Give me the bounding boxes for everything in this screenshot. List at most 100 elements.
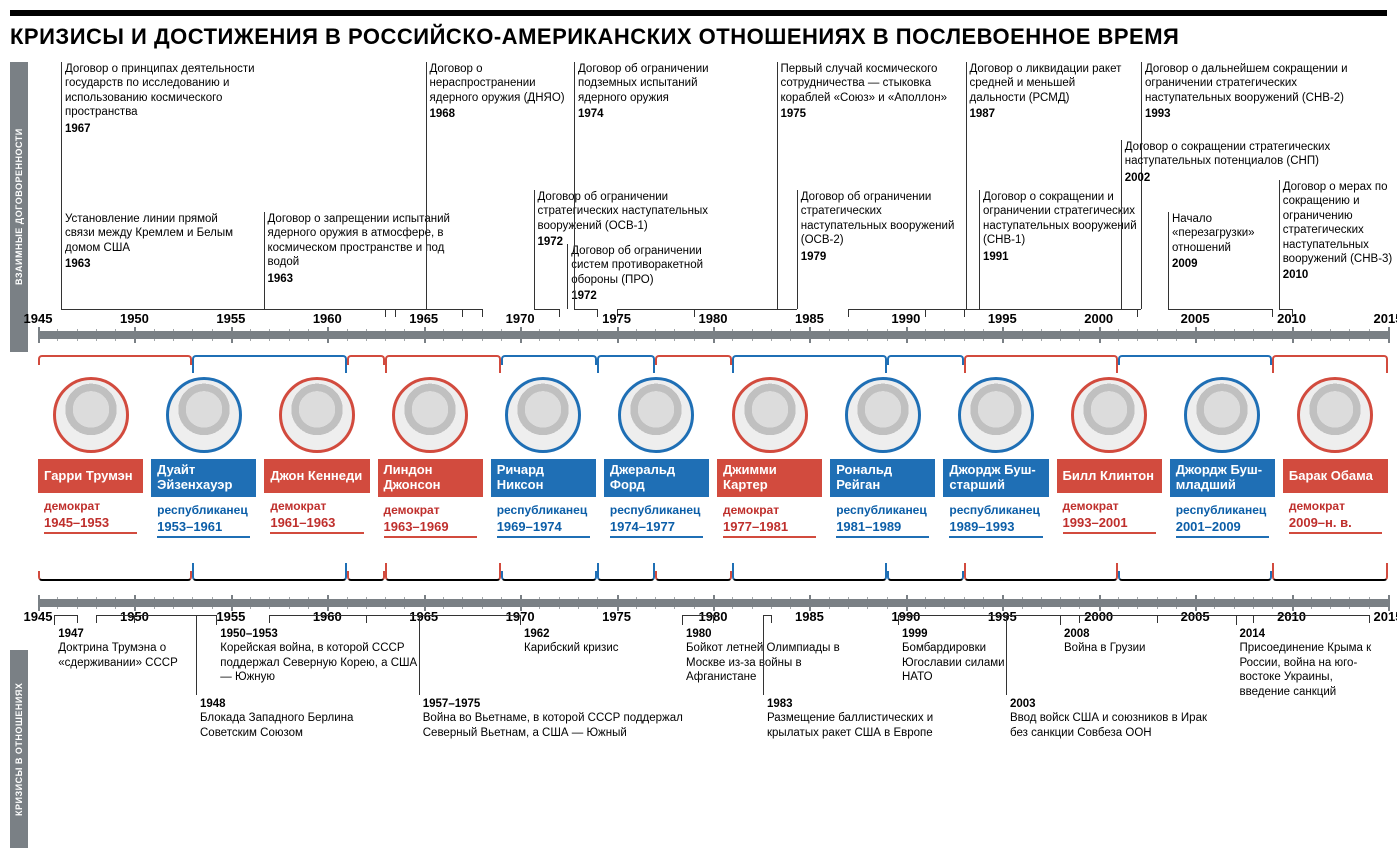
axis-tick-minor: [752, 329, 753, 341]
page-title: КРИЗИСЫ И ДОСТИЖЕНИЯ В РОССИЙСКО-АМЕРИКА…: [10, 24, 1387, 50]
term-bracket: [501, 355, 597, 365]
axis-tick-minor: [829, 329, 830, 341]
axis-tick-minor: [1022, 329, 1023, 341]
leader-line: [1253, 615, 1254, 623]
axis-tick-major: [1388, 327, 1390, 343]
event-text: Установление линии прямой связи между Кр…: [65, 212, 245, 255]
term-bracket: [192, 355, 346, 373]
leader-line: [979, 190, 980, 309]
term-bracket: [887, 571, 964, 581]
event-text: Размещение баллистических и крылатых рак…: [767, 711, 957, 740]
event-year: 1983: [767, 697, 957, 711]
infographic: ВЗАИМНЫЕ ДОГОВОРЕННОСТИ КРИЗИСЫ В ОТНОШЕ…: [10, 62, 1387, 775]
event-year: 1950–1953: [220, 627, 420, 641]
event-text: Карибский кризис: [524, 641, 644, 655]
leader-line: [777, 62, 778, 309]
axis-tick-major: [1195, 327, 1197, 343]
axis-tick-minor: [1079, 329, 1080, 341]
crisis-missiles83: 1983Размещение баллистических и крылатых…: [767, 695, 957, 740]
president-card: Билл Клинтондемократ1993–2001: [1057, 377, 1162, 542]
axis-tick-minor: [173, 597, 174, 609]
axis-tick-label: 2000: [1084, 311, 1113, 326]
leader-line: [395, 309, 396, 317]
leader-line: [462, 309, 463, 317]
treaties-events: Установление линии прямой связи между Кр…: [38, 62, 1388, 317]
party-label: демократ: [270, 499, 363, 513]
portrait-icon: [166, 377, 242, 453]
event-year: 1962: [524, 627, 644, 641]
leader-line: [898, 615, 899, 625]
portrait-icon: [732, 377, 808, 453]
event-text: Договор о принципах деятельности государ…: [65, 62, 265, 120]
event-text: Начало «перезагрузки» отношений: [1172, 212, 1287, 255]
axis-tick-label: 2010: [1277, 311, 1306, 326]
axis-tick-minor: [501, 597, 502, 609]
term-bracket: [732, 355, 886, 373]
term-bracket: [597, 355, 655, 373]
treaty-hotline: Установление линии прямой связи между Кр…: [65, 212, 245, 272]
axis-tick-minor: [964, 329, 965, 341]
term-bracket: [655, 355, 732, 365]
event-year: 1963: [65, 257, 245, 271]
axis-tick-minor: [1157, 597, 1158, 609]
portrait-icon: [505, 377, 581, 453]
leader-line: [694, 309, 695, 317]
event-text: Договор о сокращении стратегических наст…: [1125, 140, 1345, 169]
leader-line: [264, 212, 265, 309]
crisis-georgia: 2008Война в Грузии: [1064, 625, 1184, 656]
axis-tick-minor: [154, 597, 155, 609]
leader-line: [713, 615, 714, 623]
term-years: 1963–1969: [384, 519, 477, 538]
president-name: Ричард Никсон: [491, 459, 596, 497]
leader-line: [1279, 180, 1280, 309]
crisis-yugoslavia: 1999Бомбардировки Югославии силами НАТО: [902, 625, 1022, 685]
leader-line: [597, 309, 598, 317]
president-name: Дуайт Эйзенхауэр: [151, 459, 256, 497]
event-year: 2010: [1283, 268, 1393, 282]
leader-line: [534, 309, 559, 310]
crisis-cuba: 1962Карибский кризис: [524, 625, 644, 656]
axis-tick-minor: [1157, 329, 1158, 341]
leader-line: [1168, 212, 1169, 309]
presidents-row: Гарри Трумэндемократ1945–1953Дуайт Эйзен…: [38, 351, 1388, 561]
event-year: 2003: [1010, 697, 1210, 711]
axis-tick-minor: [482, 329, 483, 341]
crisis-boycott: 1980Бойкот летней Олимпиады в Москве из-…: [686, 625, 856, 685]
leader-line: [763, 615, 764, 695]
axis-tick-major: [1099, 327, 1101, 343]
axis-tick-minor: [1330, 329, 1331, 341]
president-name: Джордж Буш-старший: [943, 459, 1048, 497]
leader-line: [1157, 615, 1158, 623]
axis-tick-minor: [1137, 597, 1138, 609]
term-bracket: [887, 355, 964, 365]
portrait-icon: [392, 377, 468, 453]
axis-tick-minor: [1369, 597, 1370, 609]
leader-line: [1137, 309, 1138, 317]
axis-tick-label: 1970: [506, 311, 535, 326]
axis-tick-minor: [1272, 329, 1273, 341]
axis-tick-minor: [1079, 597, 1080, 609]
timeline-axis-bottom: 1945195019551960196519701975198019851990…: [38, 585, 1388, 615]
crisis-korea: 1950–1953Корейская война, в которой СССР…: [220, 625, 420, 685]
president-card: Рональд Рейганреспубликанец1981–1989: [830, 377, 935, 542]
axis-tick-minor: [212, 329, 213, 341]
portrait-icon: [958, 377, 1034, 453]
axis-tick-minor: [694, 597, 695, 609]
axis-tick-minor: [1022, 597, 1023, 609]
axis-tick-minor: [192, 329, 193, 341]
axis-tick-major: [134, 327, 136, 343]
axis-tick-minor: [597, 597, 598, 609]
president-name: Гарри Трумэн: [38, 459, 143, 493]
leader-line: [426, 309, 482, 310]
axis-tick-minor: [289, 597, 290, 609]
leader-line: [1121, 140, 1122, 309]
axis-tick-label: 1965: [409, 311, 438, 326]
leader-line: [534, 190, 535, 309]
event-year: 1974: [578, 107, 728, 121]
event-text: Доктрина Трумэна о «сдерживании» СССР: [58, 641, 188, 670]
leader-line: [574, 309, 597, 310]
axis-tick-minor: [636, 329, 637, 341]
axis-tick-minor: [732, 597, 733, 609]
axis-tick-label: 1955: [216, 311, 245, 326]
leader-line: [366, 615, 367, 623]
